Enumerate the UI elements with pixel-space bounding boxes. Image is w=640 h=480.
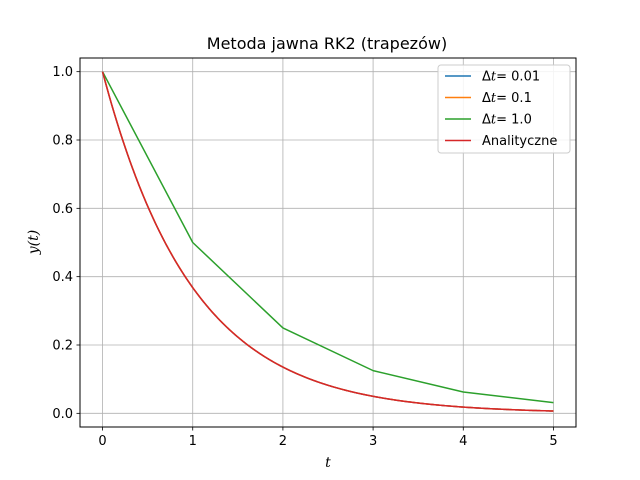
x-tick-label: 3 <box>369 434 377 449</box>
y-axis-label: y(t) <box>26 230 42 255</box>
plot-frame <box>79 57 577 428</box>
series-line-2 <box>101 71 554 404</box>
y-tick-label: 0.8 <box>52 134 73 149</box>
x-tick-label: 1 <box>189 434 197 449</box>
x-axis-label: t <box>325 455 331 471</box>
series-line-3 <box>101 71 554 412</box>
legend-box <box>437 64 571 154</box>
legend-label-1: Δt= 0.1 <box>482 91 532 106</box>
y-tick-label: 0.2 <box>52 339 73 354</box>
x-tick-label: 5 <box>549 434 557 449</box>
y-tick-label: 0.0 <box>52 407 73 422</box>
y-tick-label: 1.0 <box>52 65 73 80</box>
x-tick-label: 0 <box>98 434 106 449</box>
axis-ticks: 0 1 2 3 4 5 0.0 0.2 0.4 0.6 0.8 1.0 <box>52 65 557 449</box>
x-tick-label: 2 <box>279 434 287 449</box>
legend: Δt= 0.01 Δt= 0.1 Δt= 1.0 Analityczne <box>437 64 571 154</box>
y-tick-label: 0.4 <box>52 270 73 285</box>
y-tick-label: 0.6 <box>52 202 73 217</box>
series-layer <box>101 71 554 412</box>
legend-label-2: Δt= 1.0 <box>482 113 532 128</box>
x-tick-label: 4 <box>459 434 467 449</box>
legend-label-0: Δt= 0.01 <box>482 70 540 85</box>
chart-title: Metoda jawna RK2 (trapezów) <box>207 34 447 53</box>
legend-label-3: Analityczne <box>482 134 557 149</box>
